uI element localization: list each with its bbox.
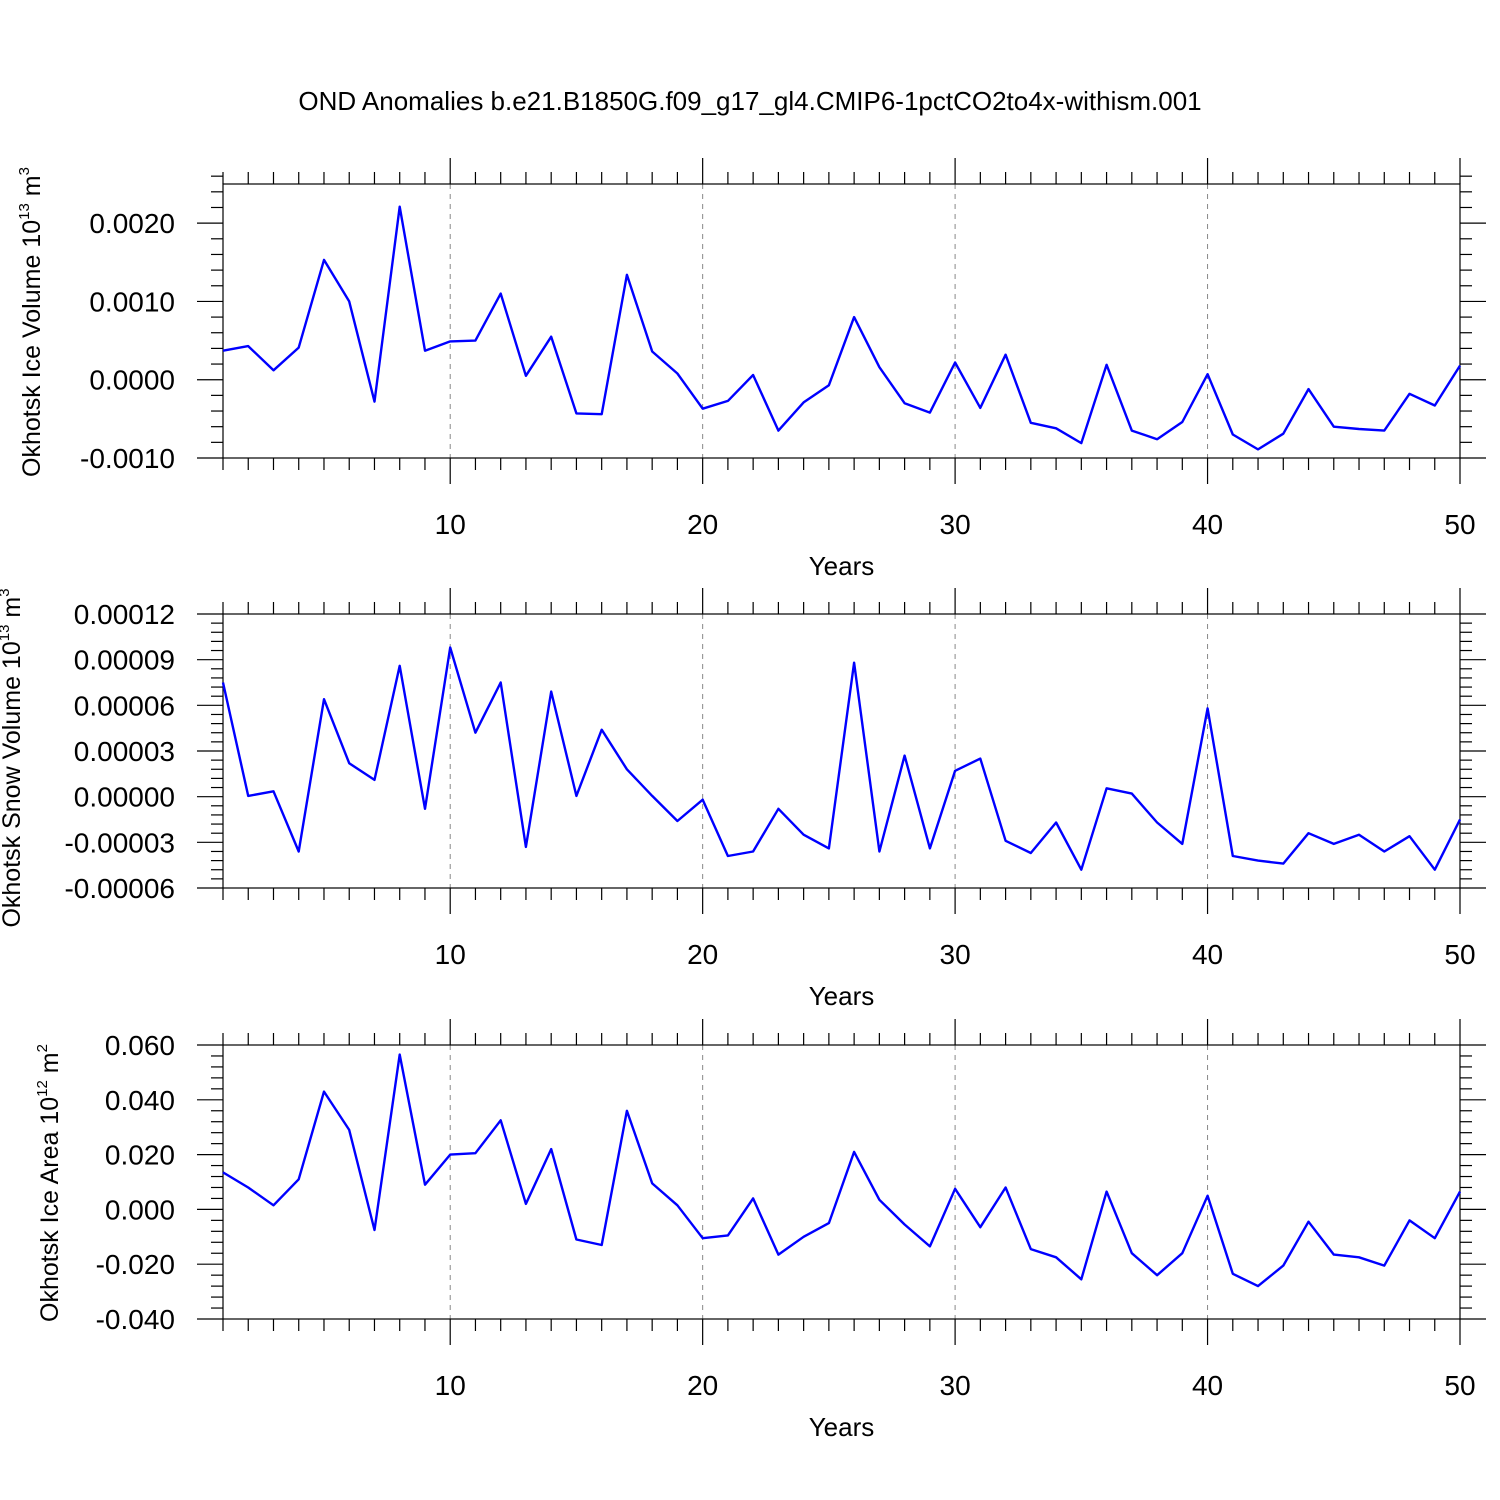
y-tick-label: -0.00006 [64, 873, 175, 904]
x-tick-label: 30 [940, 939, 971, 970]
y-axis-label-unit: m [36, 1052, 64, 1080]
y-axis-label-unit-exponent: 3 [16, 167, 33, 175]
x-tick-label: 10 [435, 509, 466, 540]
series-line [222, 1053, 1462, 1288]
y-axis-label-unit-exponent: 2 [34, 1044, 51, 1052]
x-tick-label: 10 [435, 1370, 466, 1401]
y-axis-label-unit: m [18, 175, 46, 203]
x-tick-label: 40 [1192, 509, 1223, 540]
x-tick-label: 40 [1192, 939, 1223, 970]
plot-frame [222, 183, 1461, 459]
x-tick-label: 20 [687, 509, 718, 540]
series-line [222, 205, 1462, 451]
y-axis-label-exponent: 12 [34, 1080, 51, 1097]
y-tick-label: -0.0010 [80, 443, 175, 474]
y-axis-label: Okhotsk Snow Volume 1013 m3 [0, 588, 26, 927]
chart-panel-3: 10 20 30 40 50 Years 0.060 0.040 0.020 0.000 -0.02… [34, 1019, 1486, 1442]
x-tick-label: 20 [687, 939, 718, 970]
x-axis-label: Years [809, 551, 875, 581]
x-axis-label: Years [809, 1412, 875, 1442]
y-tick-label: 0.040 [105, 1085, 175, 1116]
y-tick-label: 0.00000 [74, 782, 175, 813]
x-tick-label: 40 [1192, 1370, 1223, 1401]
x-tick-label: 30 [940, 1370, 971, 1401]
y-tick-label: 0.0000 [89, 365, 175, 396]
chart-panel-2: 10 20 30 40 50 Years 0.00012 0.00009 0.00006 0.00… [0, 588, 1486, 1011]
y-axis-label-text: Okhotsk Ice Volume 10 [18, 220, 46, 477]
figure-title: OND Anomalies b.e21.B1850G.f09_g17_gl4.C… [298, 86, 1201, 116]
y-axis-label: Okhotsk Ice Volume 1013 m3 [16, 167, 46, 477]
chart-panel-1: 10 20 30 40 50 Years 0.0020 0.0010 0.0000 -0.0010… [16, 158, 1486, 581]
y-axis-label-unit-exponent: 3 [0, 588, 13, 596]
x-tick-label: 10 [435, 939, 466, 970]
x-tick-label: 30 [940, 509, 971, 540]
x-tick-label: 50 [1444, 939, 1475, 970]
y-tick-label: -0.040 [96, 1304, 175, 1335]
y-tick-label: 0.0010 [89, 286, 175, 317]
y-axis-label-text: Okhotsk Ice Area 10 [36, 1097, 64, 1322]
y-tick-label: 0.00003 [74, 736, 175, 767]
y-tick-label: 0.00012 [74, 599, 175, 630]
series-line [221, 646, 1462, 871]
y-tick-label: 0.00009 [74, 645, 175, 676]
x-tick-label: 50 [1444, 1370, 1475, 1401]
y-axis-label-text: Okhotsk Snow Volume 10 [0, 641, 26, 927]
x-tick-label: 50 [1444, 509, 1475, 540]
y-axis-label-exponent: 13 [0, 625, 13, 642]
plot-frame [222, 1044, 1461, 1320]
y-tick-label: 0.060 [105, 1030, 175, 1061]
y-tick-label: 0.0020 [89, 208, 175, 239]
x-axis-label: Years [809, 981, 875, 1011]
y-tick-label: -0.00003 [64, 827, 175, 858]
y-axis-label: Okhotsk Ice Area 1012 m2 [34, 1044, 64, 1322]
x-tick-label: 20 [687, 1370, 718, 1401]
y-tick-label: -0.020 [96, 1249, 175, 1280]
y-tick-label: 0.020 [105, 1140, 175, 1171]
y-tick-label: 0.00006 [74, 690, 175, 721]
y-tick-label: 0.000 [105, 1194, 175, 1225]
y-axis-label-exponent: 13 [16, 203, 33, 220]
panels: 10 20 30 40 50 Years 0.0020 0.0010 0.0000 -0.0010… [0, 158, 1486, 1442]
y-axis-label-unit: m [0, 597, 26, 625]
